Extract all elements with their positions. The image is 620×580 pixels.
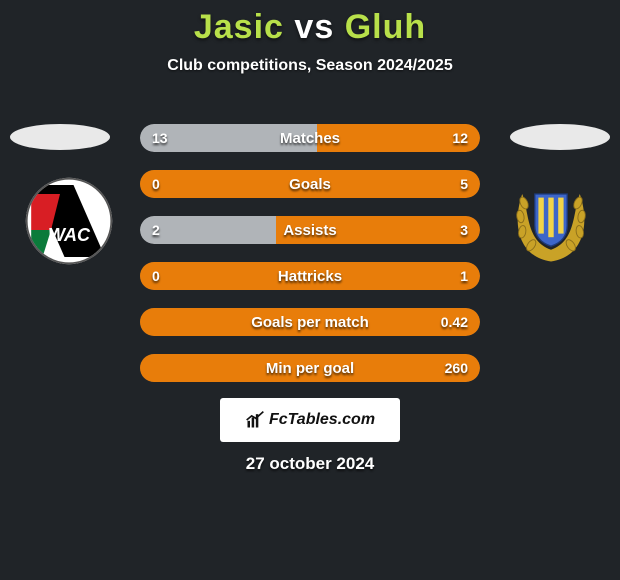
player1-name: Jasic	[194, 8, 284, 46]
stat-value-right: 12	[452, 124, 468, 152]
stat-value-right: 1	[460, 262, 468, 290]
player1-photo-placeholder	[10, 124, 110, 150]
player2-name: Gluh	[345, 8, 426, 46]
stat-label: Matches	[140, 124, 480, 152]
player2-club-badge	[506, 176, 596, 266]
stat-row: Hattricks0 1	[140, 262, 480, 290]
brand-box: FcTables.com	[220, 398, 400, 442]
stat-label: Goals per match	[140, 308, 480, 336]
stat-value-right: 0.42	[441, 308, 468, 336]
stat-label: Assists	[140, 216, 480, 244]
stat-label: Min per goal	[140, 354, 480, 382]
brand-text: FcTables.com	[269, 411, 375, 429]
svg-text:WAC: WAC	[48, 225, 91, 245]
subtitle-text: Club competitions, Season 2024/2025	[0, 57, 620, 75]
shield-icon	[535, 194, 567, 246]
stat-value-left: 0	[152, 262, 160, 290]
stat-row: Assists2 3	[140, 216, 480, 244]
stat-value-left: 2	[152, 216, 160, 244]
stat-label: Goals	[140, 170, 480, 198]
stat-value-right: 5	[460, 170, 468, 198]
stat-label: Hattricks	[140, 262, 480, 290]
date-text: 27 october 2024	[0, 454, 620, 474]
brand-logo-icon	[245, 410, 265, 430]
player2-photo-placeholder	[510, 124, 610, 150]
stat-value-left: 0	[152, 170, 160, 198]
page-title: Jasic vs Gluh	[0, 0, 620, 47]
stat-row: Min per goal260	[140, 354, 480, 382]
stat-row: Goals per match0.42	[140, 308, 480, 336]
stat-row: Matches13 12	[140, 124, 480, 152]
player1-club-badge: WAC	[24, 176, 114, 266]
stat-value-right: 260	[445, 354, 468, 382]
stat-value-left: 13	[152, 124, 168, 152]
stat-row: Goals0 5	[140, 170, 480, 198]
stat-value-right: 3	[460, 216, 468, 244]
vs-label: vs	[294, 8, 334, 46]
stats-bars: Matches1312Goals05Assists23Hattricks01Go…	[140, 124, 480, 400]
